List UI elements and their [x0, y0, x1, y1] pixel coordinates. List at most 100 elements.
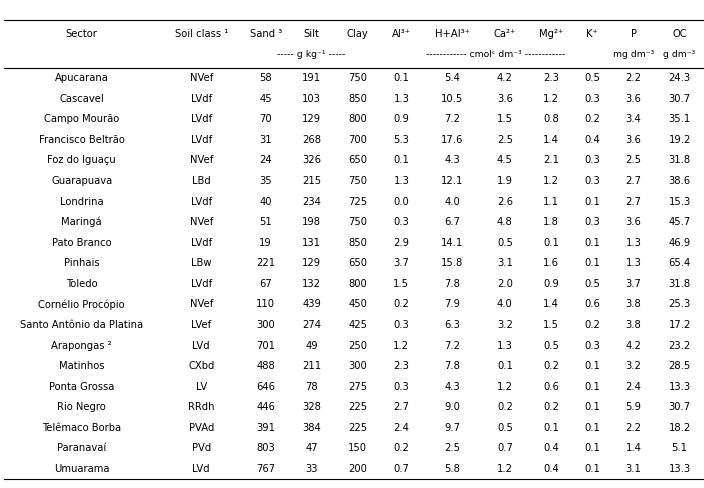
Text: 274: 274 [302, 320, 321, 330]
Text: 646: 646 [256, 382, 275, 392]
Text: 2.7: 2.7 [626, 176, 641, 186]
Text: 13.3: 13.3 [669, 382, 691, 392]
Text: 0.2: 0.2 [584, 114, 600, 124]
Text: LVef: LVef [191, 320, 211, 330]
Text: 0.1: 0.1 [584, 402, 600, 412]
Text: 0.3: 0.3 [584, 155, 600, 165]
Text: 446: 446 [256, 402, 275, 412]
Text: 6.7: 6.7 [444, 217, 460, 227]
Text: 221: 221 [256, 258, 275, 268]
Text: Toledo: Toledo [66, 279, 98, 289]
Text: 33: 33 [306, 464, 318, 474]
Text: 18.2: 18.2 [669, 423, 691, 433]
Text: Pato Branco: Pato Branco [52, 238, 111, 247]
Text: LVdf: LVdf [191, 238, 212, 247]
Text: 7.8: 7.8 [444, 279, 460, 289]
Text: 67: 67 [259, 279, 272, 289]
Text: 3.4: 3.4 [626, 114, 641, 124]
Text: Arapongas ²: Arapongas ² [51, 341, 112, 350]
Text: 0.3: 0.3 [394, 320, 409, 330]
Text: 17.6: 17.6 [441, 135, 463, 145]
Text: 129: 129 [302, 258, 321, 268]
Text: 5.9: 5.9 [626, 402, 641, 412]
Text: 5.4: 5.4 [444, 73, 460, 83]
Text: LVdf: LVdf [191, 279, 212, 289]
Text: 2.4: 2.4 [394, 423, 409, 433]
Text: 3.6: 3.6 [626, 94, 641, 103]
Text: 1.3: 1.3 [626, 238, 641, 247]
Text: 0.4: 0.4 [543, 464, 559, 474]
Text: 0.3: 0.3 [584, 94, 600, 103]
Text: 0.4: 0.4 [584, 135, 600, 145]
Text: 13.3: 13.3 [669, 464, 691, 474]
Text: 1.1: 1.1 [543, 197, 559, 206]
Text: 191: 191 [302, 73, 321, 83]
Text: 0.2: 0.2 [497, 402, 513, 412]
Text: 0.8: 0.8 [543, 114, 559, 124]
Text: 30.7: 30.7 [669, 94, 691, 103]
Text: 3.6: 3.6 [497, 94, 513, 103]
Text: 0.2: 0.2 [394, 299, 409, 309]
Text: 0.2: 0.2 [584, 320, 600, 330]
Text: 7.2: 7.2 [444, 114, 460, 124]
Text: 0.1: 0.1 [394, 73, 409, 83]
Text: 15.3: 15.3 [669, 197, 691, 206]
Text: LBw: LBw [191, 258, 211, 268]
Text: 23.2: 23.2 [669, 341, 691, 350]
Text: 0.3: 0.3 [584, 217, 600, 227]
Text: 300: 300 [256, 320, 275, 330]
Text: 2.0: 2.0 [497, 279, 513, 289]
Text: Telêmaco Borba: Telêmaco Borba [42, 423, 121, 433]
Text: 46.9: 46.9 [669, 238, 691, 247]
Text: 488: 488 [256, 361, 275, 371]
Text: Sand ³: Sand ³ [249, 29, 282, 39]
Text: 250: 250 [348, 341, 367, 350]
Text: 2.5: 2.5 [497, 135, 513, 145]
Text: 0.6: 0.6 [584, 299, 600, 309]
Text: g dm⁻³: g dm⁻³ [663, 50, 696, 59]
Text: 1.5: 1.5 [543, 320, 559, 330]
Text: 1.5: 1.5 [394, 279, 409, 289]
Text: 2.7: 2.7 [394, 402, 409, 412]
Text: Campo Mourão: Campo Mourão [44, 114, 120, 124]
Text: 6.3: 6.3 [444, 320, 460, 330]
Text: 30.7: 30.7 [669, 402, 691, 412]
Text: 1.3: 1.3 [497, 341, 513, 350]
Text: 0.9: 0.9 [543, 279, 559, 289]
Text: 0.0: 0.0 [394, 197, 409, 206]
Text: 3.1: 3.1 [626, 464, 641, 474]
Text: 0.5: 0.5 [543, 341, 559, 350]
Text: Ponta Grossa: Ponta Grossa [49, 382, 114, 392]
Text: Silt: Silt [303, 29, 320, 39]
Text: 0.5: 0.5 [584, 279, 600, 289]
Text: 0.1: 0.1 [584, 238, 600, 247]
Text: NVef: NVef [189, 73, 213, 83]
Text: Cascavel: Cascavel [59, 94, 104, 103]
Text: 3.6: 3.6 [626, 217, 641, 227]
Text: 1.2: 1.2 [497, 464, 513, 474]
Text: LBd: LBd [192, 176, 210, 186]
Text: 2.7: 2.7 [626, 197, 641, 206]
Text: 850: 850 [348, 94, 367, 103]
Text: 28.5: 28.5 [669, 361, 691, 371]
Text: 4.2: 4.2 [497, 73, 513, 83]
Text: 0.1: 0.1 [543, 423, 559, 433]
Text: 24.3: 24.3 [669, 73, 691, 83]
Text: 2.2: 2.2 [626, 423, 641, 433]
Text: Soil class ¹: Soil class ¹ [175, 29, 228, 39]
Text: 0.1: 0.1 [584, 361, 600, 371]
Text: Ca²⁺: Ca²⁺ [494, 29, 516, 39]
Text: 15.8: 15.8 [441, 258, 463, 268]
Text: 25.3: 25.3 [669, 299, 691, 309]
Text: LVd: LVd [192, 341, 210, 350]
Text: 391: 391 [256, 423, 275, 433]
Text: Matinhos: Matinhos [59, 361, 104, 371]
Text: 0.6: 0.6 [543, 382, 559, 392]
Text: 0.1: 0.1 [584, 382, 600, 392]
Text: 3.7: 3.7 [394, 258, 409, 268]
Text: K⁺: K⁺ [586, 29, 598, 39]
Text: 1.6: 1.6 [543, 258, 559, 268]
Text: 19.2: 19.2 [668, 135, 691, 145]
Text: Francisco Beltrão: Francisco Beltrão [39, 135, 125, 145]
Text: ------------ cmolᶜ dm⁻³ ------------: ------------ cmolᶜ dm⁻³ ------------ [426, 50, 565, 59]
